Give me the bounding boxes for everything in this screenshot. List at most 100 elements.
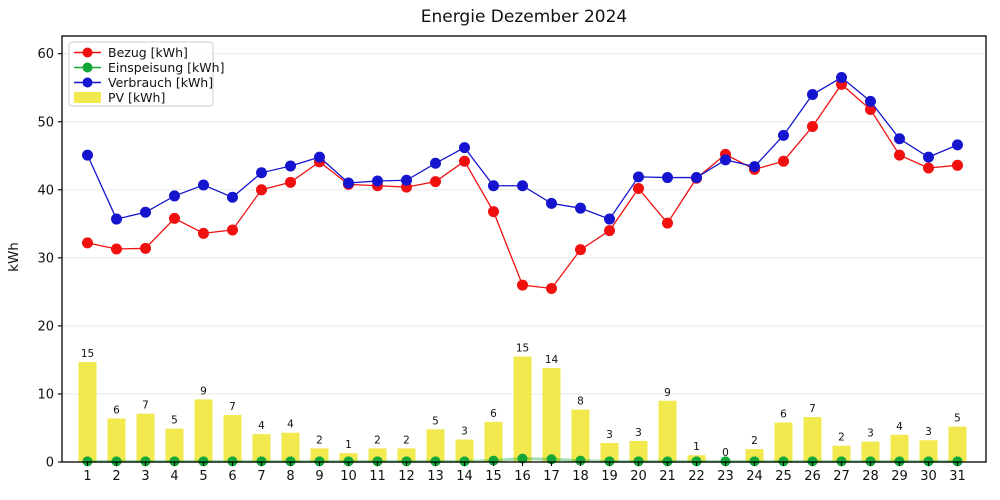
x-tick-label: 25 xyxy=(775,469,792,484)
pv-bar xyxy=(861,441,880,462)
verbrauch-point xyxy=(923,151,934,163)
legend-label: Verbrauch [kWh] xyxy=(108,75,213,90)
x-tick-label: 13 xyxy=(427,469,444,484)
einspeisung-point xyxy=(430,456,441,467)
bezug-point xyxy=(140,242,151,254)
pv-bar-label: 15 xyxy=(81,348,94,360)
einspeisung-point xyxy=(517,453,528,464)
einspeisung-point xyxy=(488,455,499,466)
pv-bar-label: 1 xyxy=(693,441,700,453)
pv-bar xyxy=(484,421,503,462)
pv-bar xyxy=(281,432,300,462)
x-tick-label: 23 xyxy=(717,469,734,484)
bezug-point xyxy=(778,155,789,167)
x-tick-label: 5 xyxy=(199,469,207,484)
pv-bar xyxy=(194,399,213,462)
verbrauch-point xyxy=(227,191,238,203)
pv-bar-label: 4 xyxy=(258,420,265,432)
pv-bar-label: 9 xyxy=(664,387,671,399)
verbrauch-point xyxy=(459,142,470,154)
einspeisung-point xyxy=(111,456,122,467)
pv-bar xyxy=(890,434,909,462)
bezug-point xyxy=(662,217,673,229)
pv-bar-label: 3 xyxy=(606,429,613,441)
bezug-point xyxy=(923,162,934,174)
einspeisung-point xyxy=(865,456,876,467)
pv-bar xyxy=(368,448,387,462)
x-tick-label: 21 xyxy=(659,469,676,484)
verbrauch-point xyxy=(662,172,673,184)
verbrauch-point xyxy=(807,89,818,101)
einspeisung-point xyxy=(749,456,760,467)
pv-bar xyxy=(803,417,822,462)
pv-bar-label: 3 xyxy=(925,426,932,438)
pv-bar xyxy=(919,440,938,462)
verbrauch-point xyxy=(372,175,383,187)
pv-bar-label: 0 xyxy=(722,447,729,459)
verbrauch-point xyxy=(401,174,412,186)
bezug-point xyxy=(865,104,876,116)
bezug-point xyxy=(952,159,963,171)
einspeisung-point xyxy=(604,456,615,467)
chart-title: Energie Dezember 2024 xyxy=(420,7,628,27)
x-tick-label: 20 xyxy=(630,469,647,484)
verbrauch-point xyxy=(952,139,963,151)
bezug-point xyxy=(575,244,586,256)
x-tick-label: 18 xyxy=(572,469,589,484)
verbrauch-point xyxy=(865,95,876,107)
y-tick-label: 60 xyxy=(37,47,54,62)
x-tick-label: 15 xyxy=(485,469,502,484)
pv-bar-label: 7 xyxy=(142,400,149,412)
verbrauch-point xyxy=(633,171,644,183)
verbrauch-point xyxy=(256,167,267,179)
verbrauch-point xyxy=(517,180,528,192)
pv-bar-label: 8 xyxy=(577,396,584,408)
legend-box xyxy=(68,41,214,107)
legend-dot-sample xyxy=(82,62,93,73)
verbrauch-line xyxy=(86,76,958,220)
einspeisung-point xyxy=(372,456,383,467)
einspeisung-point xyxy=(140,456,151,467)
bezug-point xyxy=(198,227,209,239)
einspeisung-point xyxy=(662,456,673,467)
verbrauch-point xyxy=(778,129,789,141)
pv-bar-label: 6 xyxy=(113,404,120,416)
verbrauch-point xyxy=(836,72,847,84)
pv-bar-label: 5 xyxy=(954,413,961,425)
pv-bar-label: 5 xyxy=(432,415,439,427)
bezug-point xyxy=(459,155,470,167)
x-tick-label: 17 xyxy=(543,469,560,484)
x-tick-label: 8 xyxy=(286,469,294,484)
y-tick-label: 20 xyxy=(37,319,54,334)
pv-bar-label: 3 xyxy=(461,426,468,438)
verbrauch-point xyxy=(140,206,151,218)
verbrauch-point xyxy=(488,180,499,192)
bezug-point xyxy=(488,206,499,218)
x-tick-label: 29 xyxy=(891,469,908,484)
pv-bar xyxy=(136,413,155,462)
pv-bar-label: 9 xyxy=(200,385,207,397)
x-tick-label: 30 xyxy=(920,469,937,484)
pv-bar xyxy=(600,442,619,462)
plot-border xyxy=(61,35,987,463)
y-tick-label: 50 xyxy=(37,115,54,130)
bezug-point xyxy=(111,243,122,255)
einspeisung-point xyxy=(227,456,238,467)
verbrauch-point xyxy=(82,149,93,161)
pv-bar xyxy=(455,439,474,462)
pv-bar-label: 3 xyxy=(635,427,642,439)
pv-bar xyxy=(252,434,271,462)
einspeisung-point xyxy=(256,456,267,467)
pv-bar-label: 14 xyxy=(545,354,559,366)
x-tick-label: 28 xyxy=(862,469,879,484)
verbrauch-point xyxy=(430,157,441,169)
pv-bar-label: 4 xyxy=(287,419,294,431)
y-tick-label: 30 xyxy=(37,251,54,266)
pv-bar-label: 2 xyxy=(838,432,845,444)
pv-bar xyxy=(397,448,416,462)
einspeisung-point xyxy=(169,456,180,467)
x-tick-label: 11 xyxy=(369,469,386,484)
x-tick-label: 6 xyxy=(228,469,236,484)
einspeisung-point xyxy=(923,456,934,467)
